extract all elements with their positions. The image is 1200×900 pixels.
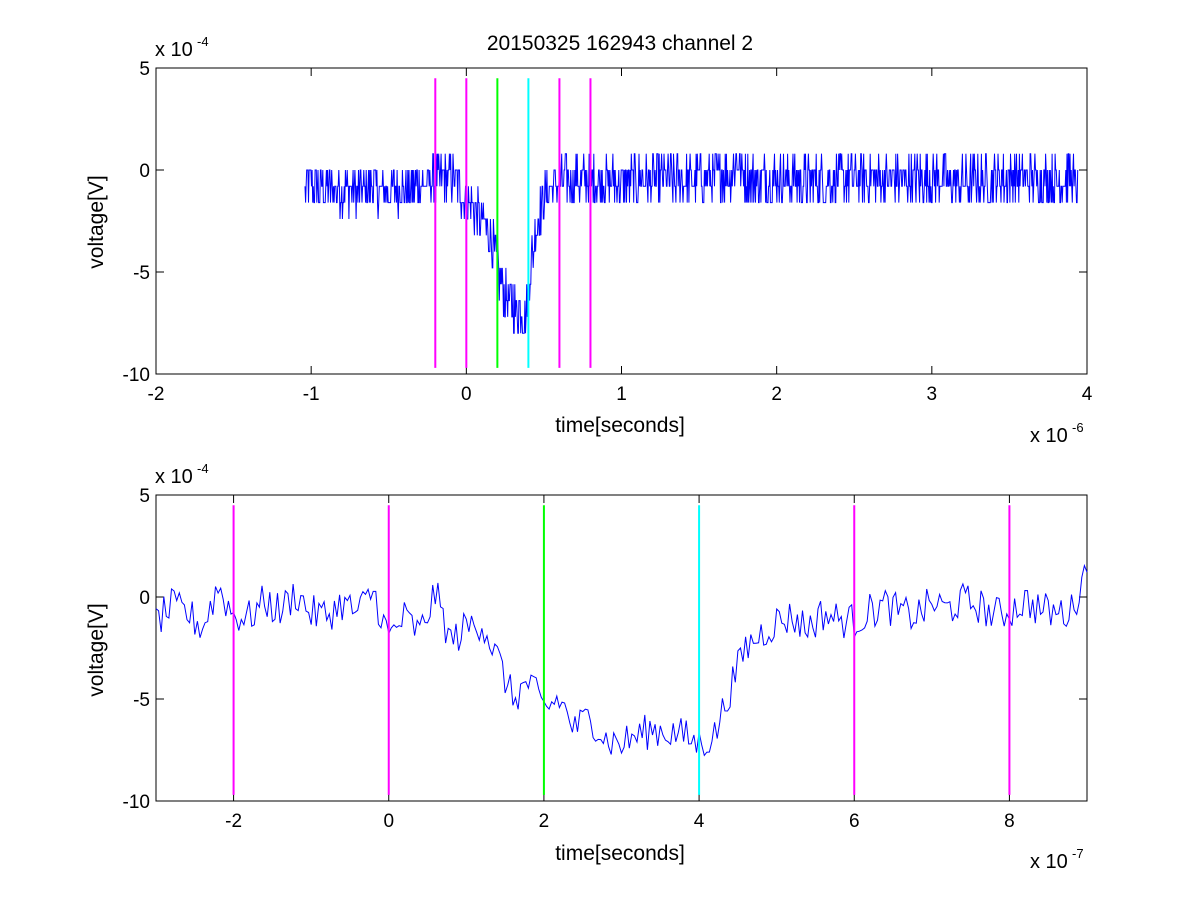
y-tick-label: -10 [123, 365, 150, 386]
y-tick-label: 5 [139, 59, 150, 80]
y-tick-label: 5 [139, 486, 150, 507]
x-tick-label: 6 [849, 811, 860, 832]
bottom-y-exponent: -4 [197, 461, 209, 476]
chart-title: 20150325 162943 channel 2 [487, 32, 753, 55]
y-tick-label: -5 [133, 263, 150, 284]
top-plot-area: -2 -1 0 1 2 3 450-5-10 [123, 59, 1093, 405]
x-tick-label: 0 [461, 384, 472, 405]
y-tick-label: -5 [133, 690, 150, 711]
bottom-x-exponent: -7 [1072, 846, 1084, 861]
top-y-exponent-label: x 10 [155, 39, 193, 61]
top-x-exponent-label: x 10 [1030, 425, 1068, 447]
x-tick-label: -2 [225, 811, 242, 832]
x-tick-label: -1 [303, 384, 320, 405]
x-tick-label: 2 [771, 384, 782, 405]
bottom-y-axis-label: voltage[V] [85, 603, 108, 696]
voltage-trace [304, 153, 1079, 334]
axes-box [155, 494, 1088, 802]
x-tick-label: 2 [539, 811, 550, 832]
top-x-exponent: -6 [1072, 420, 1084, 435]
voltage-trace [155, 563, 1088, 757]
top-y-exponent: -4 [197, 34, 209, 49]
top-y-axis-label: voltage[V] [85, 175, 108, 268]
x-tick-label: 1 [616, 384, 627, 405]
x-tick-label: 4 [694, 811, 705, 832]
x-tick-label: 0 [383, 811, 394, 832]
top-x-axis-label: time[seconds] [555, 414, 685, 437]
x-tick-label: 8 [1004, 811, 1015, 832]
bottom-x-exponent-label: x 10 [1030, 851, 1068, 873]
bottom-panel: -2 0 2 4 6 8 5 0 -5 -10 x 10 -4 time[seconds] vol… [85, 461, 1088, 873]
axes-box [155, 67, 1088, 375]
x-tick-label: 3 [927, 384, 938, 405]
x-tick-label: 4 [1082, 384, 1093, 405]
y-tick-label: 0 [139, 588, 150, 609]
y-tick-label: -10 [123, 792, 150, 813]
x-tick-label: -2 [148, 384, 165, 405]
bottom-plot-area: -2 0 2 4 6 8 5 0 -5 -10 [123, 486, 1088, 832]
bottom-y-exponent-label: x 10 [155, 466, 193, 488]
top-panel: 20150325 162943 channel 2 -2 -1 0 1 2 3 450-5-… [85, 32, 1093, 447]
bottom-x-axis-label: time[seconds] [555, 842, 685, 865]
y-tick-label: 0 [139, 161, 150, 182]
